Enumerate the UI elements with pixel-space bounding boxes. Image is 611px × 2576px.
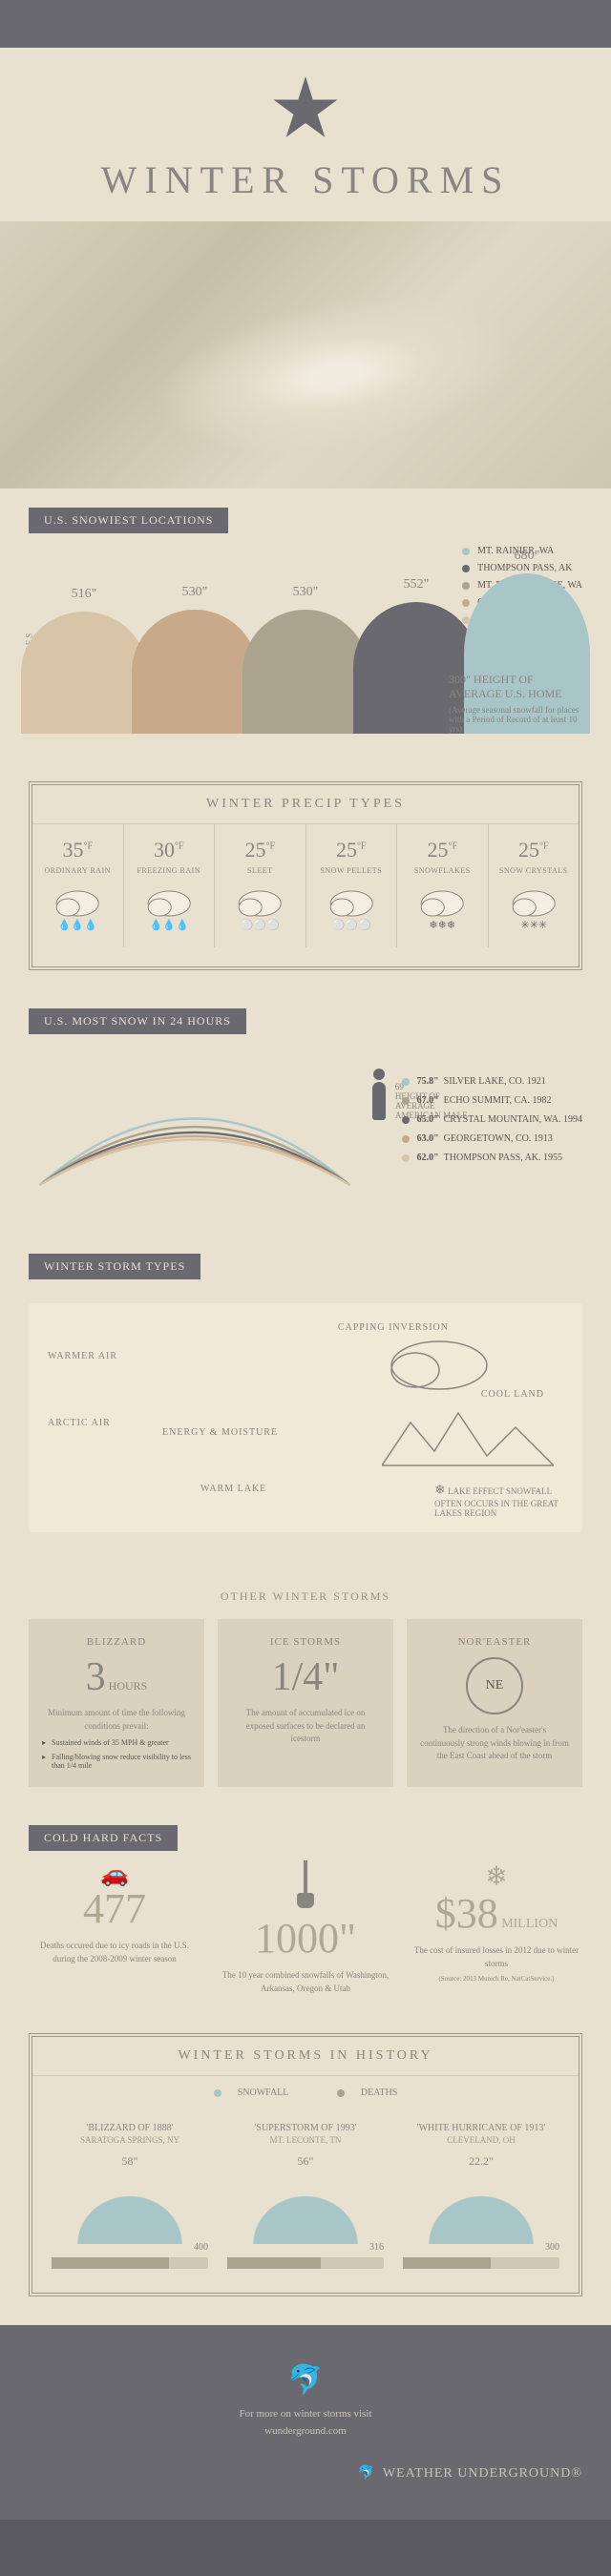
deaths-bar: 300 (403, 2257, 559, 2269)
storm-types-section: WARMER AIR ARCTIC AIR ENERGY & MOISTURE … (0, 1279, 611, 1570)
lake-effect-note: ❄ LAKE EFFECT SNOWFALL OFTEN OCCURS IN T… (434, 1483, 568, 1518)
precip-cell: 25°F SNOWFLAKES ❄❄❄ (397, 824, 489, 947)
header: WINTER STORMS (0, 48, 611, 221)
snowiest-section: INCHES MT. RAINIER, WATHOMPSON PASS, AKM… (0, 533, 611, 762)
mound: 530" (242, 610, 369, 734)
home-reference: 300" HEIGHT OF AVERAGE U.S. HOME (Averag… (449, 673, 582, 734)
record-item: 63.0" GEORGETOWN, CO. 1913 (402, 1130, 582, 1149)
snow-mound: 22.2" (403, 2158, 559, 2244)
snow-mound: 56" (227, 2158, 384, 2244)
history-legend: SNOWFALL DEATHS (32, 2076, 579, 2109)
record-item: 67.0" ECHO SUMMIT, CA. 1982 (402, 1091, 582, 1111)
history-panel: WINTER STORMS IN HISTORY SNOWFALL DEATHS… (29, 2033, 582, 2296)
mound: 516" (21, 612, 147, 734)
storm-map-hero (0, 221, 611, 488)
tab-stormtypes: WINTER STORM TYPES (29, 1254, 200, 1279)
fact: 🚗 477 Deaths occured due to icy roads in… (29, 1860, 200, 1965)
storm-card: ICE STORMS1/4"The amount of accumulated … (218, 1619, 393, 1787)
footer: 🐬 For more on winter storms visit wunder… (0, 2325, 611, 2520)
record-item: 75.8" SILVER LAKE, CO. 1921 (402, 1072, 582, 1091)
fact: 1000" The 10 year combined snowfalls of … (220, 1860, 391, 1995)
svg-text:✳✳✳: ✳✳✳ (520, 920, 547, 931)
precip-cell: 25°F SLEET ⚪⚪⚪ (215, 824, 306, 947)
page-title: WINTER STORMS (38, 157, 573, 202)
label-energy: ENERGY & MOISTURE (162, 1427, 278, 1438)
records-list: 75.8" SILVER LAKE, CO. 192167.0" ECHO SU… (402, 1072, 582, 1168)
tab-facts: COLD HARD FACTS (29, 1825, 178, 1851)
storm-card: BLIZZARD3 HOURSMinimum amount of time th… (29, 1619, 204, 1787)
cloud-icon: 💧💧💧 (36, 886, 119, 934)
svg-text:❄❄❄: ❄❄❄ (429, 920, 455, 931)
cloud-icon: ❄❄❄ (401, 886, 484, 934)
history-title: WINTER STORMS IN HISTORY (32, 2037, 579, 2076)
svg-text:💧💧💧: 💧💧💧 (58, 919, 97, 931)
precip-panel: WINTER PRECIP TYPES 35°F ORDINARY RAIN 💧… (29, 781, 582, 970)
precip-grid: 35°F ORDINARY RAIN 💧💧💧 30°F FREEZING RAI… (32, 824, 579, 947)
precip-cell: 25°F SNOW CRYSTALS ✳✳✳ (489, 824, 579, 947)
dolphin-icon: 🐬 (29, 2363, 582, 2397)
footer-brand: 🐬WEATHER UNDERGROUND® (29, 2465, 582, 2482)
storm-card: NOR'EASTERNEThe direction of a Nor'easte… (407, 1619, 582, 1787)
infographic-page: WINTER STORMS U.S. SNOWIEST LOCATIONS IN… (0, 0, 611, 2520)
cards-row: BLIZZARD3 HOURSMinimum amount of time th… (29, 1619, 582, 1787)
tab-snowiest: U.S. SNOWIEST LOCATIONS (29, 508, 228, 533)
deaths-bar: 400 (52, 2257, 208, 2269)
svg-text:💧💧💧: 💧💧💧 (149, 919, 188, 931)
fact: ❄ $38 MILLION The cost of insured losses… (411, 1860, 582, 1984)
deaths-bar: 316 (227, 2257, 384, 2269)
top-bar (0, 0, 611, 48)
tab-most24: U.S. MOST SNOW IN 24 HOURS (29, 1008, 246, 1034)
footer-url: wunderground.com (29, 2425, 582, 2437)
emblem-icon (272, 76, 339, 143)
cloud-icon: ✳✳✳ (493, 886, 576, 934)
precip-cell: 30°F FREEZING RAIN 💧💧💧 (124, 824, 216, 947)
shovel-icon (291, 1860, 320, 1908)
cloud-icon: ⚪⚪⚪ (310, 886, 393, 934)
label-arctic: ARCTIC AIR (48, 1418, 111, 1428)
mound: 530" (132, 610, 258, 734)
person-icon (372, 1082, 386, 1120)
cloud-icon: 💧💧💧 (128, 886, 211, 934)
label-warmlake: WARM LAKE (200, 1484, 266, 1494)
precip-cell: 25°F SNOW PELLETS ⚪⚪⚪ (306, 824, 398, 947)
compass-icon: NE (466, 1657, 523, 1714)
history-charts: 'BLIZZARD OF 1888' SARATOGA SPRINGS, NY … (32, 2109, 579, 2269)
record-item: 65.0" CRYSTAL MOUNTAIN, WA. 1994 (402, 1111, 582, 1130)
footer-visit: For more on winter storms visit (29, 2408, 582, 2420)
svg-text:⚪⚪⚪: ⚪⚪⚪ (241, 919, 280, 931)
history-chart: 'BLIZZARD OF 1888' SARATOGA SPRINGS, NY … (52, 2109, 208, 2269)
most24-section: 69" HEIGHT OF AVERAGE AMERICAN MALE 75.8… (0, 1034, 611, 1235)
history-chart: 'SUPERSTORM OF 1993' MT. LECONTE, TN 56"… (227, 2109, 384, 2269)
precip-cell: 35°F ORDINARY RAIN 💧💧💧 (32, 824, 124, 947)
facts-row: 🚗 477 Deaths occured due to icy roads in… (0, 1851, 611, 2024)
other-storms: OTHER WINTER STORMS BLIZZARD3 HOURSMinim… (0, 1570, 611, 1806)
label-warmer-air: WARMER AIR (48, 1351, 117, 1361)
history-chart: 'WHITE HURRICANE OF 1913' CLEVELAND, OH … (403, 2109, 559, 2269)
storm-diagram: WARMER AIR ARCTIC AIR ENERGY & MOISTURE … (29, 1303, 582, 1532)
snow-mound: 58" (52, 2158, 208, 2244)
record-item: 62.0" THOMPSON PASS, AK. 1955 (402, 1149, 582, 1168)
cloud-icon (372, 1332, 506, 1418)
mountains-icon (382, 1408, 554, 1475)
cloud-icon: ⚪⚪⚪ (219, 886, 302, 934)
other-title: OTHER WINTER STORMS (29, 1589, 582, 1604)
precip-title: WINTER PRECIP TYPES (32, 785, 579, 824)
svg-text:⚪⚪⚪: ⚪⚪⚪ (331, 919, 370, 931)
